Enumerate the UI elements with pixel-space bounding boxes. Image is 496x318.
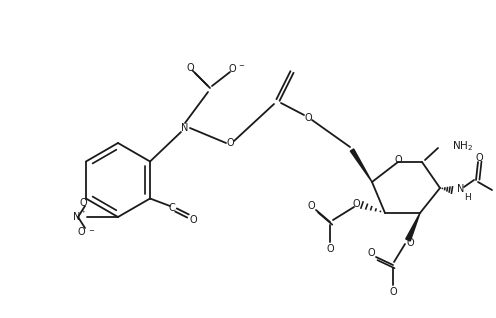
Text: O: O — [367, 248, 375, 258]
Text: N: N — [182, 123, 188, 133]
Text: O: O — [189, 215, 197, 225]
Text: NH$_2$: NH$_2$ — [452, 139, 473, 153]
Text: O: O — [304, 113, 312, 123]
Text: O: O — [228, 64, 236, 74]
Text: −: − — [88, 228, 94, 234]
Text: O: O — [326, 244, 334, 254]
Text: O: O — [186, 63, 194, 73]
Text: O: O — [475, 153, 483, 163]
Text: −: − — [238, 63, 244, 69]
Text: N: N — [72, 212, 80, 222]
Text: N: N — [457, 184, 464, 194]
Text: O: O — [226, 138, 234, 148]
Polygon shape — [406, 213, 420, 241]
Text: O: O — [394, 155, 402, 165]
Text: O: O — [406, 238, 414, 248]
Text: O: O — [352, 199, 360, 209]
Text: H: H — [464, 192, 471, 202]
Text: O: O — [79, 198, 87, 208]
Text: ⁺: ⁺ — [82, 211, 86, 217]
Polygon shape — [350, 149, 372, 182]
Text: O: O — [389, 287, 397, 297]
Text: C: C — [169, 203, 176, 213]
Text: O: O — [77, 227, 85, 237]
Text: O: O — [307, 201, 315, 211]
